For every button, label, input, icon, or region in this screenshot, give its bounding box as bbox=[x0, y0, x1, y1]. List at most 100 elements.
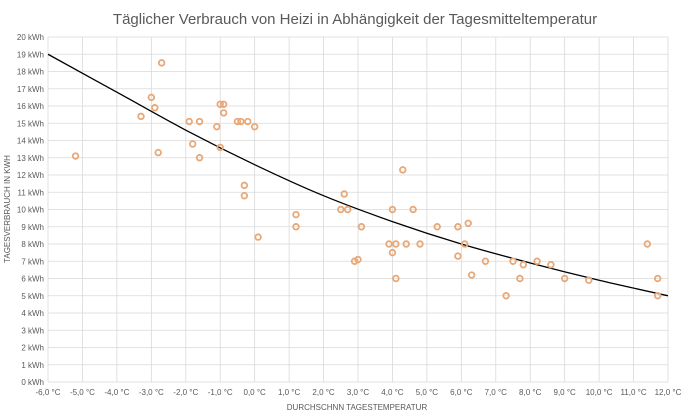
x-tick-label: -1,0 °C bbox=[208, 388, 233, 397]
y-tick-label: 19 kWh bbox=[17, 50, 44, 59]
data-point bbox=[399, 166, 407, 174]
data-point bbox=[292, 223, 300, 231]
data-point bbox=[237, 117, 245, 126]
data-point bbox=[250, 122, 259, 131]
x-tick-label: 7,0 °C bbox=[485, 388, 508, 397]
data-point bbox=[254, 233, 262, 241]
data-point bbox=[402, 240, 410, 248]
data-point bbox=[454, 252, 462, 260]
x-tick-label: -5,0 °C bbox=[70, 388, 95, 397]
x-axis-ticks: -6,0 °C -5,0 °C -4,0 °C -3,0 °C -2,0 °C -1,0 … bbox=[36, 388, 682, 397]
y-tick-label: 16 kWh bbox=[17, 102, 44, 111]
y-tick-label: 3 kWh bbox=[21, 326, 44, 335]
data-point bbox=[467, 271, 476, 279]
y-tick-label: 17 kWh bbox=[17, 85, 44, 94]
gridlines bbox=[47, 36, 669, 383]
data-point bbox=[481, 257, 490, 265]
data-point bbox=[519, 261, 528, 269]
data-point bbox=[240, 181, 249, 190]
data-point bbox=[292, 210, 300, 219]
x-tick-label: -2,0 °C bbox=[173, 388, 198, 397]
data-point bbox=[392, 274, 400, 283]
y-tick-label: 9 kWh bbox=[21, 223, 44, 232]
data-point bbox=[533, 257, 541, 265]
x-tick-label: 12,0 °C bbox=[655, 388, 682, 397]
y-tick-label: 4 kWh bbox=[21, 309, 44, 318]
data-point bbox=[385, 240, 393, 248]
data-point bbox=[653, 274, 662, 283]
chart-title: Täglicher Verbrauch von Heizi in Abhängi… bbox=[113, 11, 597, 28]
x-axis-label: DURCHSCHNN TAGESTEMPERATUR bbox=[287, 403, 428, 412]
data-point bbox=[433, 223, 441, 231]
y-tick-label: 18 kWh bbox=[17, 68, 44, 77]
y-tick-label: 7 kWh bbox=[21, 257, 44, 266]
y-tick-label: 13 kWh bbox=[17, 154, 44, 163]
data-point bbox=[185, 117, 193, 126]
x-tick-label: 1,0 °C bbox=[278, 388, 301, 397]
data-point bbox=[157, 59, 166, 67]
data-point bbox=[454, 223, 462, 231]
data-point bbox=[233, 117, 242, 126]
data-point bbox=[340, 190, 348, 198]
y-tick-label: 12 kWh bbox=[17, 171, 44, 180]
y-tick-label: 14 kWh bbox=[17, 137, 44, 146]
y-tick-label: 20 kWh bbox=[17, 33, 44, 42]
y-tick-label: 11 kWh bbox=[17, 188, 44, 197]
data-point bbox=[154, 148, 162, 157]
data-point bbox=[357, 223, 366, 231]
data-point bbox=[219, 100, 228, 108]
data-points bbox=[71, 59, 662, 300]
x-tick-label: -3,0 °C bbox=[139, 388, 164, 397]
y-tick-label: 8 kWh bbox=[21, 240, 44, 249]
x-tick-label: 5,0 °C bbox=[416, 388, 439, 397]
y-tick-label: 5 kWh bbox=[21, 292, 44, 301]
trendline-group bbox=[47, 53, 669, 297]
trendline bbox=[47, 53, 669, 297]
data-point bbox=[653, 292, 662, 300]
x-tick-label: 6,0 °C bbox=[450, 388, 473, 397]
data-point bbox=[643, 240, 652, 248]
data-point bbox=[195, 117, 204, 126]
data-point bbox=[502, 292, 510, 300]
y-tick-label: 10 kWh bbox=[17, 206, 44, 215]
data-point bbox=[71, 152, 80, 160]
data-point bbox=[560, 274, 569, 283]
x-tick-label: 10,0 °C bbox=[586, 388, 613, 397]
data-point bbox=[151, 104, 159, 112]
data-point bbox=[240, 191, 249, 200]
x-tick-label: 8,0 °C bbox=[519, 388, 542, 397]
x-tick-label: 0,0 °C bbox=[244, 388, 267, 397]
x-tick-label: -4,0 °C bbox=[104, 388, 129, 397]
data-point bbox=[188, 140, 197, 148]
x-tick-label: 3,0 °C bbox=[347, 388, 370, 397]
data-point bbox=[409, 205, 417, 214]
x-tick-label: 11,0 °C bbox=[620, 388, 646, 397]
data-point bbox=[516, 274, 524, 283]
data-point bbox=[343, 205, 352, 214]
x-tick-label: -6,0 °C bbox=[36, 388, 61, 397]
data-point bbox=[216, 143, 224, 152]
data-point bbox=[388, 205, 397, 214]
y-tick-label: 0 kWh bbox=[21, 378, 44, 387]
data-point bbox=[244, 117, 252, 126]
y-tick-label: 15 kWh bbox=[17, 119, 44, 128]
data-point bbox=[213, 122, 221, 131]
data-point bbox=[392, 240, 400, 248]
x-tick-label: 2,0 °C bbox=[312, 388, 335, 397]
data-point bbox=[354, 255, 362, 264]
data-point bbox=[137, 112, 145, 121]
data-point bbox=[216, 100, 224, 108]
y-tick-label: 2 kWh bbox=[21, 344, 44, 353]
x-tick-label: 9,0 °C bbox=[554, 388, 577, 397]
data-point bbox=[147, 93, 156, 102]
data-point bbox=[416, 240, 424, 248]
data-point bbox=[388, 248, 397, 257]
y-axis-ticks: 0 kWh 1 kWh 2 kWh 3 kWh 4 kWh 5 kWh 6 kWh 7 kWh… bbox=[17, 33, 44, 387]
y-axis-label: TAGESVERBRAUCH IN KWH bbox=[3, 155, 12, 263]
data-point bbox=[464, 219, 472, 227]
data-point bbox=[509, 257, 517, 265]
x-tick-label: 4,0 °C bbox=[381, 388, 404, 397]
data-point bbox=[195, 154, 204, 162]
